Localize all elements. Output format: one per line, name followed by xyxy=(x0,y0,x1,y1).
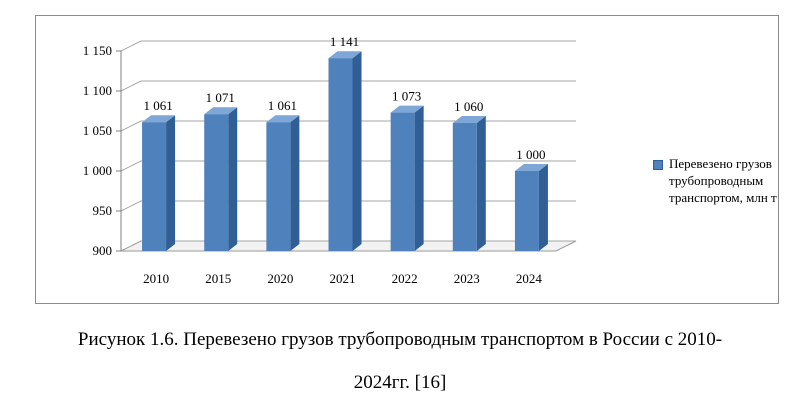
bar xyxy=(514,171,539,251)
x-tick-label: 2024 xyxy=(516,271,543,286)
y-tick-label: 1 000 xyxy=(83,163,112,178)
gridline xyxy=(120,120,576,132)
bar-side xyxy=(228,107,238,251)
x-tick-label: 2015 xyxy=(205,271,231,286)
bar-top xyxy=(452,116,486,123)
bar xyxy=(452,123,477,251)
legend: Перевезено грузов трубопроводным транспо… xyxy=(653,155,800,206)
caption-line-1: Рисунок 1.6. Перевезено грузов трубопров… xyxy=(77,329,723,350)
gridline xyxy=(120,160,576,172)
legend-swatch xyxy=(653,160,663,170)
data-label: 1 073 xyxy=(392,89,421,104)
bar-side xyxy=(476,116,486,251)
y-tick-label: 950 xyxy=(93,203,113,218)
bar-top xyxy=(390,105,424,113)
x-tick-label: 2022 xyxy=(392,271,418,286)
bar xyxy=(328,58,353,252)
data-label: 1 061 xyxy=(143,98,172,113)
bar-chart: 900 950 1 000 1 050 1 100 1 150 1 061 2010 1 071… xyxy=(83,34,577,286)
bar-side xyxy=(414,105,424,251)
bar-top xyxy=(142,115,176,123)
data-label: 1 061 xyxy=(268,98,297,113)
x-tick-label: 2021 xyxy=(330,271,356,286)
bar xyxy=(204,114,229,251)
bar-top xyxy=(514,164,548,171)
data-label: 1 141 xyxy=(330,34,359,49)
x-tick-label: 2023 xyxy=(454,271,480,286)
gridline xyxy=(120,40,576,52)
bar-side xyxy=(290,115,300,251)
y-tick-label: 1 150 xyxy=(83,43,112,58)
data-label: 1 060 xyxy=(454,99,483,114)
caption-line-2: 2024гг. [16] xyxy=(353,372,447,393)
x-tick-label: 2020 xyxy=(267,271,293,286)
bar xyxy=(390,112,415,251)
gridline xyxy=(120,80,576,92)
gridline xyxy=(120,200,576,212)
bar-top xyxy=(266,115,300,123)
bar-side xyxy=(352,51,362,252)
bar xyxy=(266,122,291,251)
y-tick-label: 1 100 xyxy=(83,83,112,98)
y-tick-label: 900 xyxy=(93,243,113,258)
chart-frame: 900 950 1 000 1 050 1 100 1 150 1 061 2010 1 071… xyxy=(35,15,779,304)
gridline xyxy=(120,240,576,252)
bar xyxy=(142,122,167,251)
figure-caption: Рисунок 1.6. Перевезено грузов трубопров… xyxy=(0,318,800,404)
x-tick-label: 2010 xyxy=(143,271,169,286)
data-label: 1 000 xyxy=(516,147,545,162)
bar-top xyxy=(328,51,362,59)
y-tick-label: 1 050 xyxy=(83,123,112,138)
legend-label: Перевезено грузов трубопроводным транспо… xyxy=(669,156,777,205)
data-label: 1 071 xyxy=(206,90,235,105)
bar-side xyxy=(538,164,548,251)
bar-side xyxy=(166,115,176,251)
bar-top xyxy=(204,107,238,115)
